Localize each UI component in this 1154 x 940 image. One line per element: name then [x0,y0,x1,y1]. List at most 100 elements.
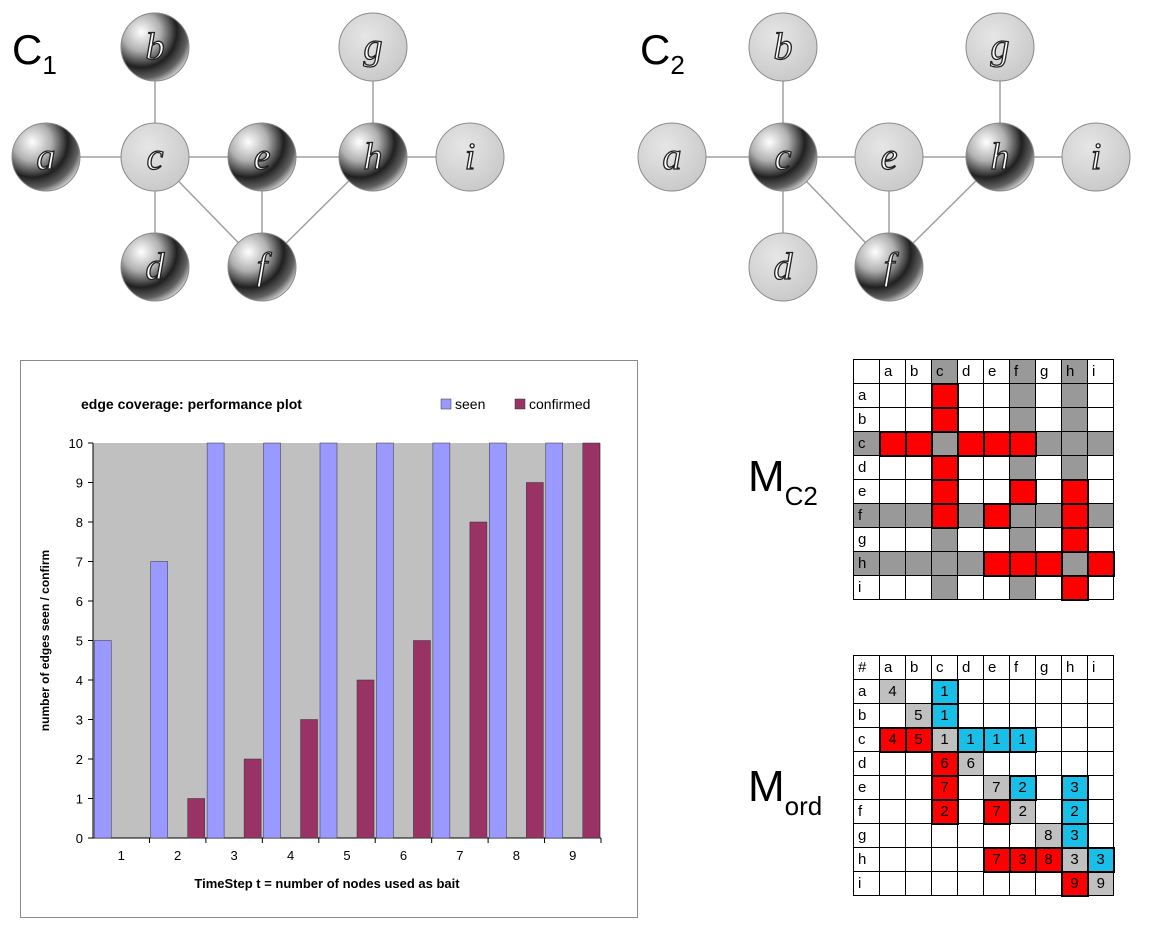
y-tick-label: 4 [76,673,83,688]
matrix-cell: 9 [1060,870,1089,897]
matrix-cell [957,847,984,872]
x-tick-label: 3 [230,848,237,863]
node-label-h: h [364,136,383,178]
y-tick-label: 6 [76,594,83,609]
matrix-cell [905,871,932,896]
bar-seen-1 [93,640,112,839]
x-tick-label: 4 [287,848,294,863]
y-tick-label: 8 [76,515,83,530]
node-c [120,122,190,192]
matrix-cell [930,454,959,481]
matrix-ord: # a b c d e f g h i a 4 1 b 5 1 c 4 5 1 1 1 1 d 6 6 e 7 7 2 3 f 2 7 2 2 g 8 3 h… [853,655,1115,897]
col-header-h: h [1061,359,1088,384]
matrix-row: g [853,526,1114,553]
legend-label-confirmed: confirmed [529,396,590,412]
matrix-cell [983,455,1010,480]
matrix-cell: 7 [930,774,959,801]
row-header-c: c [853,727,880,752]
matrix-cell: 6 [930,750,959,777]
matrix-cell [1035,527,1062,552]
node-d [748,232,818,302]
matrix-cell [1035,799,1062,824]
bar-seen-9 [545,442,564,839]
matrix-cell [905,679,932,704]
matrix-cell [905,455,932,480]
node-b [748,12,818,82]
matrix-cell [879,551,906,576]
row-header-i: i [853,575,880,600]
matrix-cell [1035,871,1062,896]
matrix-cell [1009,575,1036,600]
matrix-cell [957,383,984,408]
matrix-cell [1087,751,1114,776]
matrix-cell [1061,703,1088,728]
y-axis-label: number of edges seen / confirm [38,550,52,731]
matrix-cell [957,823,984,848]
row-header-b: b [853,703,880,728]
matrix-cell [1035,575,1062,600]
node-h [965,122,1035,192]
legend-swatch-confirmed [514,398,526,410]
node-i [435,122,505,192]
matrix-cell [879,383,906,408]
matrix-cell [879,823,906,848]
matrix-cell [956,430,985,457]
bar-seen-4 [263,442,281,839]
matrix-cell: 3 [1086,846,1115,873]
node-label-b: b [146,26,165,68]
matrix-cell [957,503,984,528]
col-header-i: i [1087,655,1114,680]
matrix-cell [931,847,958,872]
matrix-cell [1087,703,1114,728]
matrix-cell [931,575,958,600]
row-header-a: a [853,383,880,408]
matrix-cell: 4 [879,679,906,704]
bar-seen-5 [319,442,338,839]
matrix-cell [930,478,959,505]
matrix-cell [983,575,1010,600]
legend-label-seen: seen [455,396,485,412]
col-header-b: b [905,359,932,384]
matrix-cell [1008,430,1037,457]
node-label-e: e [254,136,271,178]
matrix-cell [931,551,958,576]
node-a [11,122,81,192]
y-tick-label: 7 [76,555,83,570]
node-label-g: g [364,26,383,68]
matrix-cell [957,479,984,504]
matrix-c2-label: MC2 [748,452,818,511]
row-header-i: i [853,871,880,896]
matrix-cell: 8 [1034,846,1063,873]
matrix-cell [1009,455,1036,480]
matrix-cell [1086,550,1115,577]
bar-seen-7 [432,442,451,839]
node-label-e: e [881,136,898,178]
node-e [227,122,297,192]
node-c [748,122,818,192]
matrix-cell [879,799,906,824]
matrix-cell [1087,527,1114,552]
x-tick-label: 9 [569,848,576,863]
matrix-cell [930,502,959,529]
matrix-cell [905,575,932,600]
y-tick-label: 1 [76,792,83,807]
matrix-cell [905,383,932,408]
col-header-e: e [983,655,1010,680]
matrix-cell [1009,703,1036,728]
graph-c1-label: C1 [12,26,57,80]
matrix-cell [1009,751,1036,776]
matrix-cell [879,847,906,872]
node-label-d: d [146,246,166,288]
node-label-h: h [991,136,1010,178]
matrix-cell [904,430,933,457]
matrix-cell [1087,823,1114,848]
matrix-cell: 7 [983,775,1010,800]
matrix-cell [957,455,984,480]
